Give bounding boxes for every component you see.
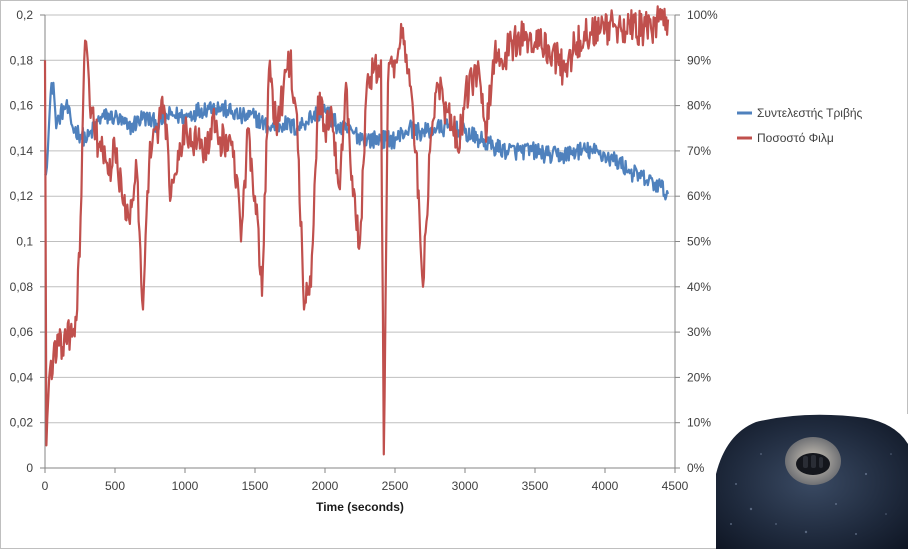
series-layer [43, 5, 670, 456]
y-tick-label: 0 [26, 461, 33, 475]
y2-tick-label: 50% [687, 235, 711, 249]
x-tick-label: 500 [105, 479, 125, 493]
x-tick-label: 1500 [242, 479, 269, 493]
y2-tick-label: 0% [687, 461, 705, 475]
x-axis-title: Time (seconds) [316, 500, 404, 514]
y2-tick-label: 90% [687, 53, 711, 67]
x-tick-label: 3500 [522, 479, 549, 493]
specimen-photo-image [716, 414, 908, 549]
legend-layer: Συντελεστής Τριβής Ποσοστό Φιλμ [737, 106, 863, 145]
y2-tick-label: 100% [687, 8, 718, 22]
x-tick-label: 4000 [592, 479, 619, 493]
y-tick-label: 0,02 [10, 416, 34, 430]
y2-tick-label: 60% [687, 189, 711, 203]
axis-layer: 0 0% 0,02 10% 0,04 20% 0,06 30% 0,08 40% 0,1 50% 0,1… [10, 8, 718, 493]
legend-label-0: Συντελεστής Τριβής [757, 106, 863, 120]
x-tick-label: 0 [42, 479, 49, 493]
legend-label-1: Ποσοστό Φιλμ [757, 131, 834, 145]
y2-tick-label: 40% [687, 280, 711, 294]
series-line-0 [44, 81, 670, 201]
y-tick-label: 0,04 [10, 370, 34, 384]
series-line-1 [43, 5, 670, 456]
y-tick-label: 0,14 [10, 144, 34, 158]
y2-tick-label: 80% [687, 99, 711, 113]
specimen-photo [716, 414, 908, 549]
y-tick-label: 0,2 [16, 8, 33, 22]
x-tick-label: 4500 [662, 479, 689, 493]
y2-tick-label: 10% [687, 416, 711, 430]
y-tick-label: 0,1 [16, 235, 33, 249]
y-tick-label: 0,06 [10, 325, 34, 339]
x-tick-label: 2500 [382, 479, 409, 493]
y-tick-label: 0,12 [10, 189, 34, 203]
y-tick-label: 0,16 [10, 99, 34, 113]
y2-tick-label: 30% [687, 325, 711, 339]
x-tick-label: 2000 [312, 479, 339, 493]
x-tick-label: 3000 [452, 479, 479, 493]
y-tick-label: 0,18 [10, 53, 34, 67]
y2-tick-label: 20% [687, 370, 711, 384]
y2-tick-label: 70% [687, 144, 711, 158]
y-tick-label: 0,08 [10, 280, 34, 294]
x-tick-label: 1000 [172, 479, 199, 493]
